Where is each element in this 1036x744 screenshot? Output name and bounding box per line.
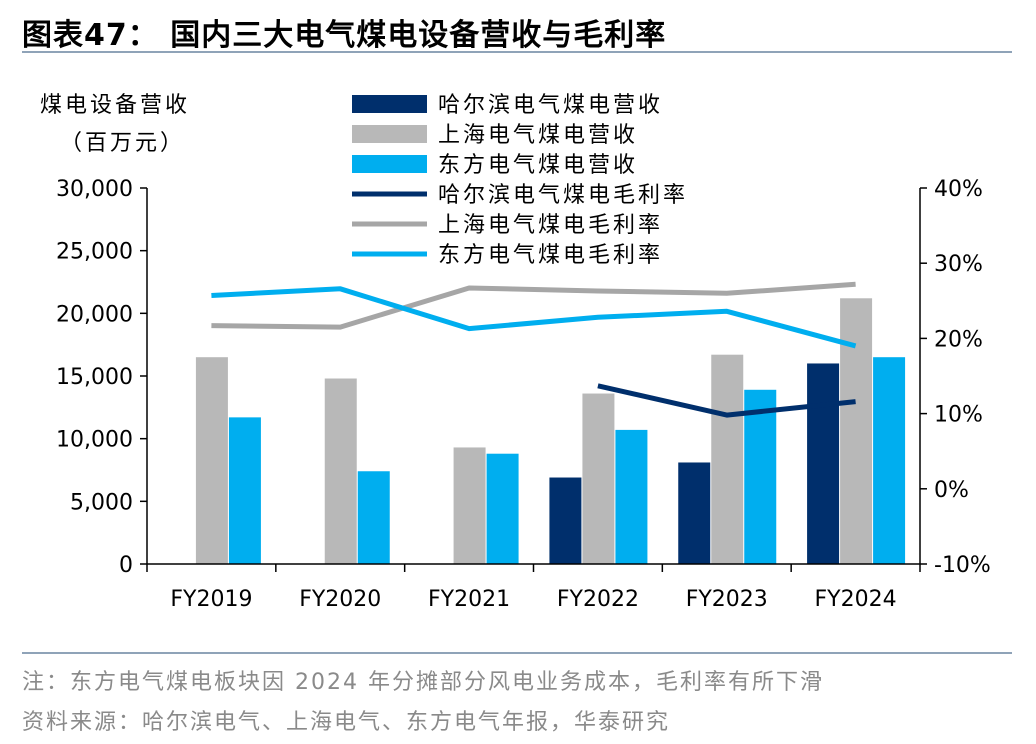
x-tick-label: FY2019 [170,587,252,612]
bar [324,378,357,564]
bar [195,357,228,564]
bar [873,357,906,564]
series-line [211,281,856,330]
y2-tick-label: -10% [934,553,991,578]
legend-label: 上海电气煤电营收 [438,123,638,148]
legend-label: 上海电气煤电毛利率 [438,213,663,238]
series-line [211,286,857,349]
legend-label: 东方电气煤电毛利率 [438,243,663,268]
chart-title: 图表47： 国内三大电气煤电设备营收与毛利率 [22,18,667,53]
source-note: 资料来源：哈尔滨电气、上海电气、东方电气年报，华泰研究 [22,710,671,735]
x-tick-label: FY2023 [686,587,768,612]
x-tick-label: FY2022 [557,587,639,612]
y-tick-label: 30,000 [56,177,133,202]
y2-tick-label: 40% [934,177,983,202]
x-tick-label: FY2024 [815,587,897,612]
bar [615,429,648,564]
y2-tick-label: 30% [934,252,983,277]
bar [549,477,582,564]
y-tick-label: 25,000 [56,240,133,265]
bar [453,447,486,564]
legend-label: 哈尔滨电气煤电毛利率 [438,183,688,208]
y-tick-label: 15,000 [56,365,133,390]
y-tick-label: 20,000 [56,302,133,327]
y2-tick-label: 0% [934,478,969,503]
legend-swatch [352,95,427,113]
bar [840,298,873,564]
x-tick-label: FY2020 [299,587,381,612]
legend-swatch [352,125,427,143]
y-tick-label: 5,000 [70,490,133,515]
y-tick-label: 0 [119,553,133,578]
bar [744,389,777,564]
title-rule [22,51,1012,53]
bar [582,393,615,564]
footnote: 注：东方电气煤电板块因 2024 年分摊部分风电业务成本，毛利率有所下滑 [22,670,824,695]
legend-label: 东方电气煤电营收 [438,153,638,178]
bar [807,363,840,564]
bar [357,471,390,564]
bar [228,417,261,564]
legend-swatch [352,155,427,173]
y2-tick-label: 20% [934,327,983,352]
series-line [597,383,856,418]
y2-tick-label: 10% [934,403,983,428]
bar [711,354,744,564]
bar [678,462,711,564]
y-axis-unit: （百万元） [60,131,185,156]
y-tick-label: 10,000 [56,428,133,453]
legend-label: 哈尔滨电气煤电营收 [438,93,663,118]
bar [486,453,519,564]
footer-rule [22,652,1012,654]
y-axis-title: 煤电设备营收 [40,93,190,118]
x-tick-label: FY2021 [428,587,510,612]
